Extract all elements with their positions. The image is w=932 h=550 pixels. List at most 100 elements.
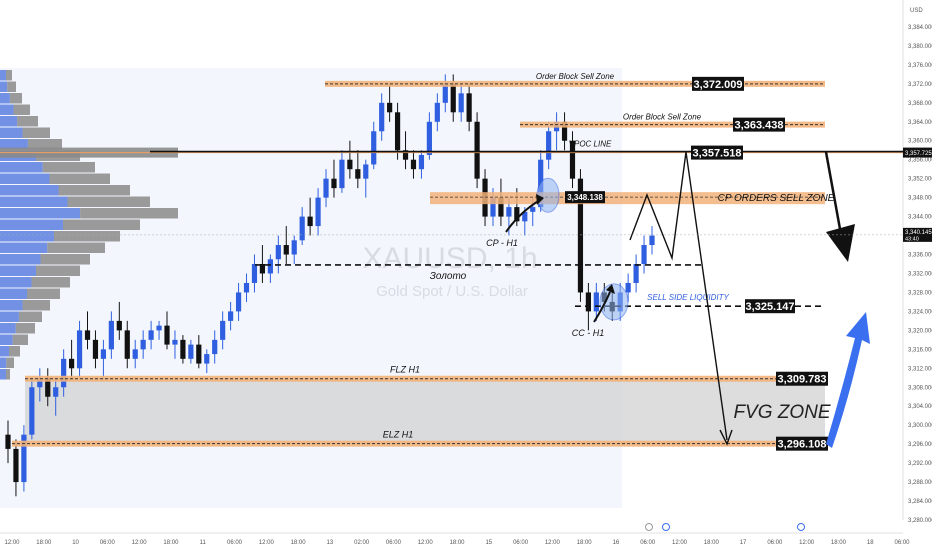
volume-profile-bar-sell (6, 369, 10, 380)
projection-path-head (719, 429, 733, 446)
time-tick-label: 06:00 (100, 540, 116, 546)
candle (307, 197, 313, 236)
time-tick-label: 12:00 (799, 540, 815, 546)
volume-profile-bar-buy (0, 139, 28, 150)
candle (323, 169, 329, 208)
candle (235, 282, 242, 321)
volume-profile-bar-buy (0, 323, 16, 334)
current-price-tag-box (903, 227, 932, 242)
volume-profile-bar-sell (80, 208, 178, 219)
candle (355, 150, 361, 189)
time-tick-label: 18:00 (291, 540, 307, 546)
price-tick-label: 3,292.000 (908, 461, 932, 467)
volume-profile-bar-buy (0, 185, 59, 196)
volume-profile-bar-sell (27, 288, 60, 299)
candle-body (283, 245, 289, 255)
candle (275, 235, 281, 274)
candle-body (347, 159, 353, 170)
time-tick-label: 10 (72, 540, 79, 546)
volume-profile-bar-sell (18, 311, 42, 322)
candle (458, 83, 464, 122)
candle-body (426, 121, 432, 155)
candle-body (116, 320, 122, 331)
price-tick-label: 3,320.000 (908, 328, 932, 334)
time-tick-label: 15 (485, 540, 492, 546)
candle-body (84, 330, 91, 340)
price-tick-label: 3,336.000 (908, 253, 932, 259)
candle-body (498, 197, 504, 217)
candle-body (132, 349, 138, 359)
candle (37, 368, 43, 402)
candle-body (220, 320, 226, 340)
candle (347, 140, 353, 179)
candle (283, 226, 289, 264)
candle (561, 112, 568, 151)
price-tick-label: 3,364.000 (908, 120, 932, 126)
candle (172, 330, 178, 359)
price-tick-label: 3,356.000 (908, 158, 932, 164)
volume-profile-bar-sell (6, 70, 12, 81)
price-tick-label: 3,332.000 (908, 271, 932, 277)
price-tick-label: 3,304.000 (908, 404, 932, 410)
time-tick-label: 16 (613, 540, 620, 546)
order-block-2-box (733, 117, 785, 132)
candle (180, 335, 186, 364)
volume-profile-bar-buy (0, 369, 6, 380)
cp-h1-label: CP - H1 (486, 238, 518, 248)
volume-profile-bar-buy (0, 334, 13, 345)
candle-body (92, 339, 99, 359)
candle (402, 131, 409, 170)
price-tick-label: 3,316.000 (908, 347, 932, 353)
volume-profile-bar-sell (22, 300, 50, 311)
candle-body (259, 264, 266, 274)
candle (45, 368, 51, 407)
volume-profile-bar-sell (67, 196, 150, 207)
candle-body (69, 358, 75, 369)
currency-label: USD (910, 8, 923, 14)
candle-body (45, 377, 51, 397)
volume-profile-bar-buy (0, 231, 54, 242)
volume-profile-bar-sell (36, 265, 80, 276)
candle (649, 226, 655, 255)
candle (100, 339, 107, 378)
price-axis[interactable]: 3,384.000 3,380.000 3,376.000 3,372.000 3,36… (0, 25, 932, 524)
price-tick-label: 3,348.000 (908, 196, 932, 202)
candle-body (323, 178, 329, 198)
price-tick-label: 3,380.000 (908, 44, 932, 50)
candle-body (474, 121, 480, 179)
candle (5, 420, 11, 464)
time-tick-label: 18:00 (577, 540, 593, 546)
sell-side-liquidity-box (745, 299, 795, 314)
candle-body (585, 292, 591, 312)
time-axis[interactable]: 12:00 18:00 10 06:00 12:00 18:00 11 06:00 12:00 1… (0, 523, 910, 547)
volume-profile-bar-sell (7, 81, 16, 92)
candle-body (410, 159, 417, 170)
candle-body (315, 197, 321, 227)
candle-body (387, 102, 393, 113)
candle-body (633, 264, 639, 283)
candle (291, 235, 297, 264)
candle (156, 320, 162, 340)
candle (259, 245, 266, 283)
candle-body (235, 292, 242, 312)
candle (466, 83, 472, 132)
time-tick-label: 06:00 (894, 540, 910, 546)
candle-body (363, 164, 369, 179)
vpoc-box (691, 145, 743, 160)
candle-body (331, 178, 337, 189)
candle-body (402, 150, 409, 160)
candle-body (140, 339, 146, 350)
volume-profile-bar-sell (40, 254, 90, 265)
projection-path (629, 151, 728, 441)
candle (633, 254, 639, 293)
time-tick-label: 17 (740, 540, 747, 546)
volume-profile-bar-sell (54, 231, 120, 242)
candle (132, 339, 138, 369)
candle-body (506, 207, 512, 217)
volume-profile-bar-sell (9, 346, 20, 357)
volume-profile-bar-buy (0, 288, 27, 299)
volume-profile-bar-buy (0, 254, 41, 265)
volume-profile-bar-sell (42, 162, 95, 173)
order-block-1-title: Order Block Sell Zone (536, 72, 615, 81)
